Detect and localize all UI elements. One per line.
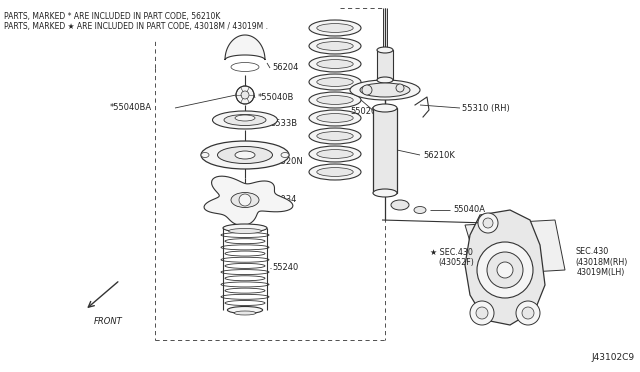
Ellipse shape bbox=[317, 168, 353, 176]
Ellipse shape bbox=[309, 20, 361, 36]
Ellipse shape bbox=[414, 206, 426, 214]
Ellipse shape bbox=[317, 23, 353, 32]
Text: 55240: 55240 bbox=[272, 263, 298, 273]
Ellipse shape bbox=[317, 150, 353, 158]
Ellipse shape bbox=[231, 192, 259, 208]
Ellipse shape bbox=[281, 153, 289, 157]
Ellipse shape bbox=[224, 115, 266, 125]
Ellipse shape bbox=[377, 77, 393, 83]
Circle shape bbox=[478, 213, 498, 233]
Circle shape bbox=[239, 194, 251, 206]
Ellipse shape bbox=[317, 132, 353, 140]
Ellipse shape bbox=[227, 307, 262, 314]
Text: 56210K: 56210K bbox=[423, 151, 455, 160]
Ellipse shape bbox=[391, 200, 409, 210]
Circle shape bbox=[476, 307, 488, 319]
Text: *55040BA: *55040BA bbox=[110, 103, 152, 112]
Ellipse shape bbox=[235, 151, 255, 159]
Text: 55034: 55034 bbox=[270, 196, 296, 205]
Circle shape bbox=[470, 301, 494, 325]
Ellipse shape bbox=[309, 92, 361, 108]
Ellipse shape bbox=[317, 42, 353, 50]
Text: FRONT: FRONT bbox=[93, 317, 122, 327]
Ellipse shape bbox=[309, 164, 361, 180]
Ellipse shape bbox=[228, 228, 262, 234]
Ellipse shape bbox=[309, 56, 361, 72]
Ellipse shape bbox=[235, 115, 255, 121]
Ellipse shape bbox=[309, 128, 361, 144]
Ellipse shape bbox=[317, 113, 353, 122]
Text: 55320N: 55320N bbox=[270, 157, 303, 167]
Text: 5533B: 5533B bbox=[270, 119, 297, 128]
Ellipse shape bbox=[317, 60, 353, 68]
Circle shape bbox=[236, 86, 254, 104]
Ellipse shape bbox=[201, 141, 289, 169]
Ellipse shape bbox=[234, 311, 256, 315]
Text: J43102C9: J43102C9 bbox=[592, 353, 635, 362]
Bar bbox=[377, 50, 393, 80]
Text: (43052F): (43052F) bbox=[438, 257, 474, 266]
Ellipse shape bbox=[218, 147, 273, 164]
Ellipse shape bbox=[309, 146, 361, 162]
Text: PARTS, MARKED ★ ARE INCLUDED IN PART CODE, 43018M / 43019M .: PARTS, MARKED ★ ARE INCLUDED IN PART COD… bbox=[4, 22, 268, 31]
Text: ★ SEC.430: ★ SEC.430 bbox=[430, 247, 473, 257]
Circle shape bbox=[241, 91, 249, 99]
Text: PARTS, MARKED * ARE INCLUDED IN PART CODE, 56210K: PARTS, MARKED * ARE INCLUDED IN PART COD… bbox=[4, 12, 220, 21]
Polygon shape bbox=[225, 35, 265, 60]
Ellipse shape bbox=[377, 47, 393, 53]
Circle shape bbox=[362, 85, 372, 95]
Ellipse shape bbox=[309, 110, 361, 126]
Ellipse shape bbox=[350, 80, 420, 100]
Ellipse shape bbox=[201, 153, 209, 157]
Text: 55040A: 55040A bbox=[453, 205, 485, 215]
Text: SEC.430: SEC.430 bbox=[575, 247, 608, 257]
Ellipse shape bbox=[223, 224, 267, 232]
Ellipse shape bbox=[373, 104, 397, 112]
Circle shape bbox=[396, 84, 404, 92]
Circle shape bbox=[516, 301, 540, 325]
Text: 55310 (RH): 55310 (RH) bbox=[462, 103, 509, 112]
Ellipse shape bbox=[309, 74, 361, 90]
Text: 43019M(LH): 43019M(LH) bbox=[577, 267, 625, 276]
Circle shape bbox=[483, 218, 493, 228]
Ellipse shape bbox=[317, 78, 353, 86]
Polygon shape bbox=[204, 176, 293, 225]
Polygon shape bbox=[465, 220, 565, 275]
Polygon shape bbox=[465, 210, 545, 325]
Ellipse shape bbox=[360, 83, 410, 97]
Text: (43018M(RH): (43018M(RH) bbox=[575, 257, 627, 266]
Circle shape bbox=[477, 242, 533, 298]
Ellipse shape bbox=[317, 96, 353, 105]
Bar bbox=[373, 108, 397, 193]
Text: 55020R: 55020R bbox=[350, 108, 382, 116]
Ellipse shape bbox=[373, 189, 397, 197]
Circle shape bbox=[522, 307, 534, 319]
Ellipse shape bbox=[309, 38, 361, 54]
Text: 56204: 56204 bbox=[272, 64, 298, 73]
Circle shape bbox=[487, 252, 523, 288]
Text: *55040B: *55040B bbox=[258, 93, 294, 103]
Ellipse shape bbox=[212, 111, 278, 129]
Circle shape bbox=[497, 262, 513, 278]
